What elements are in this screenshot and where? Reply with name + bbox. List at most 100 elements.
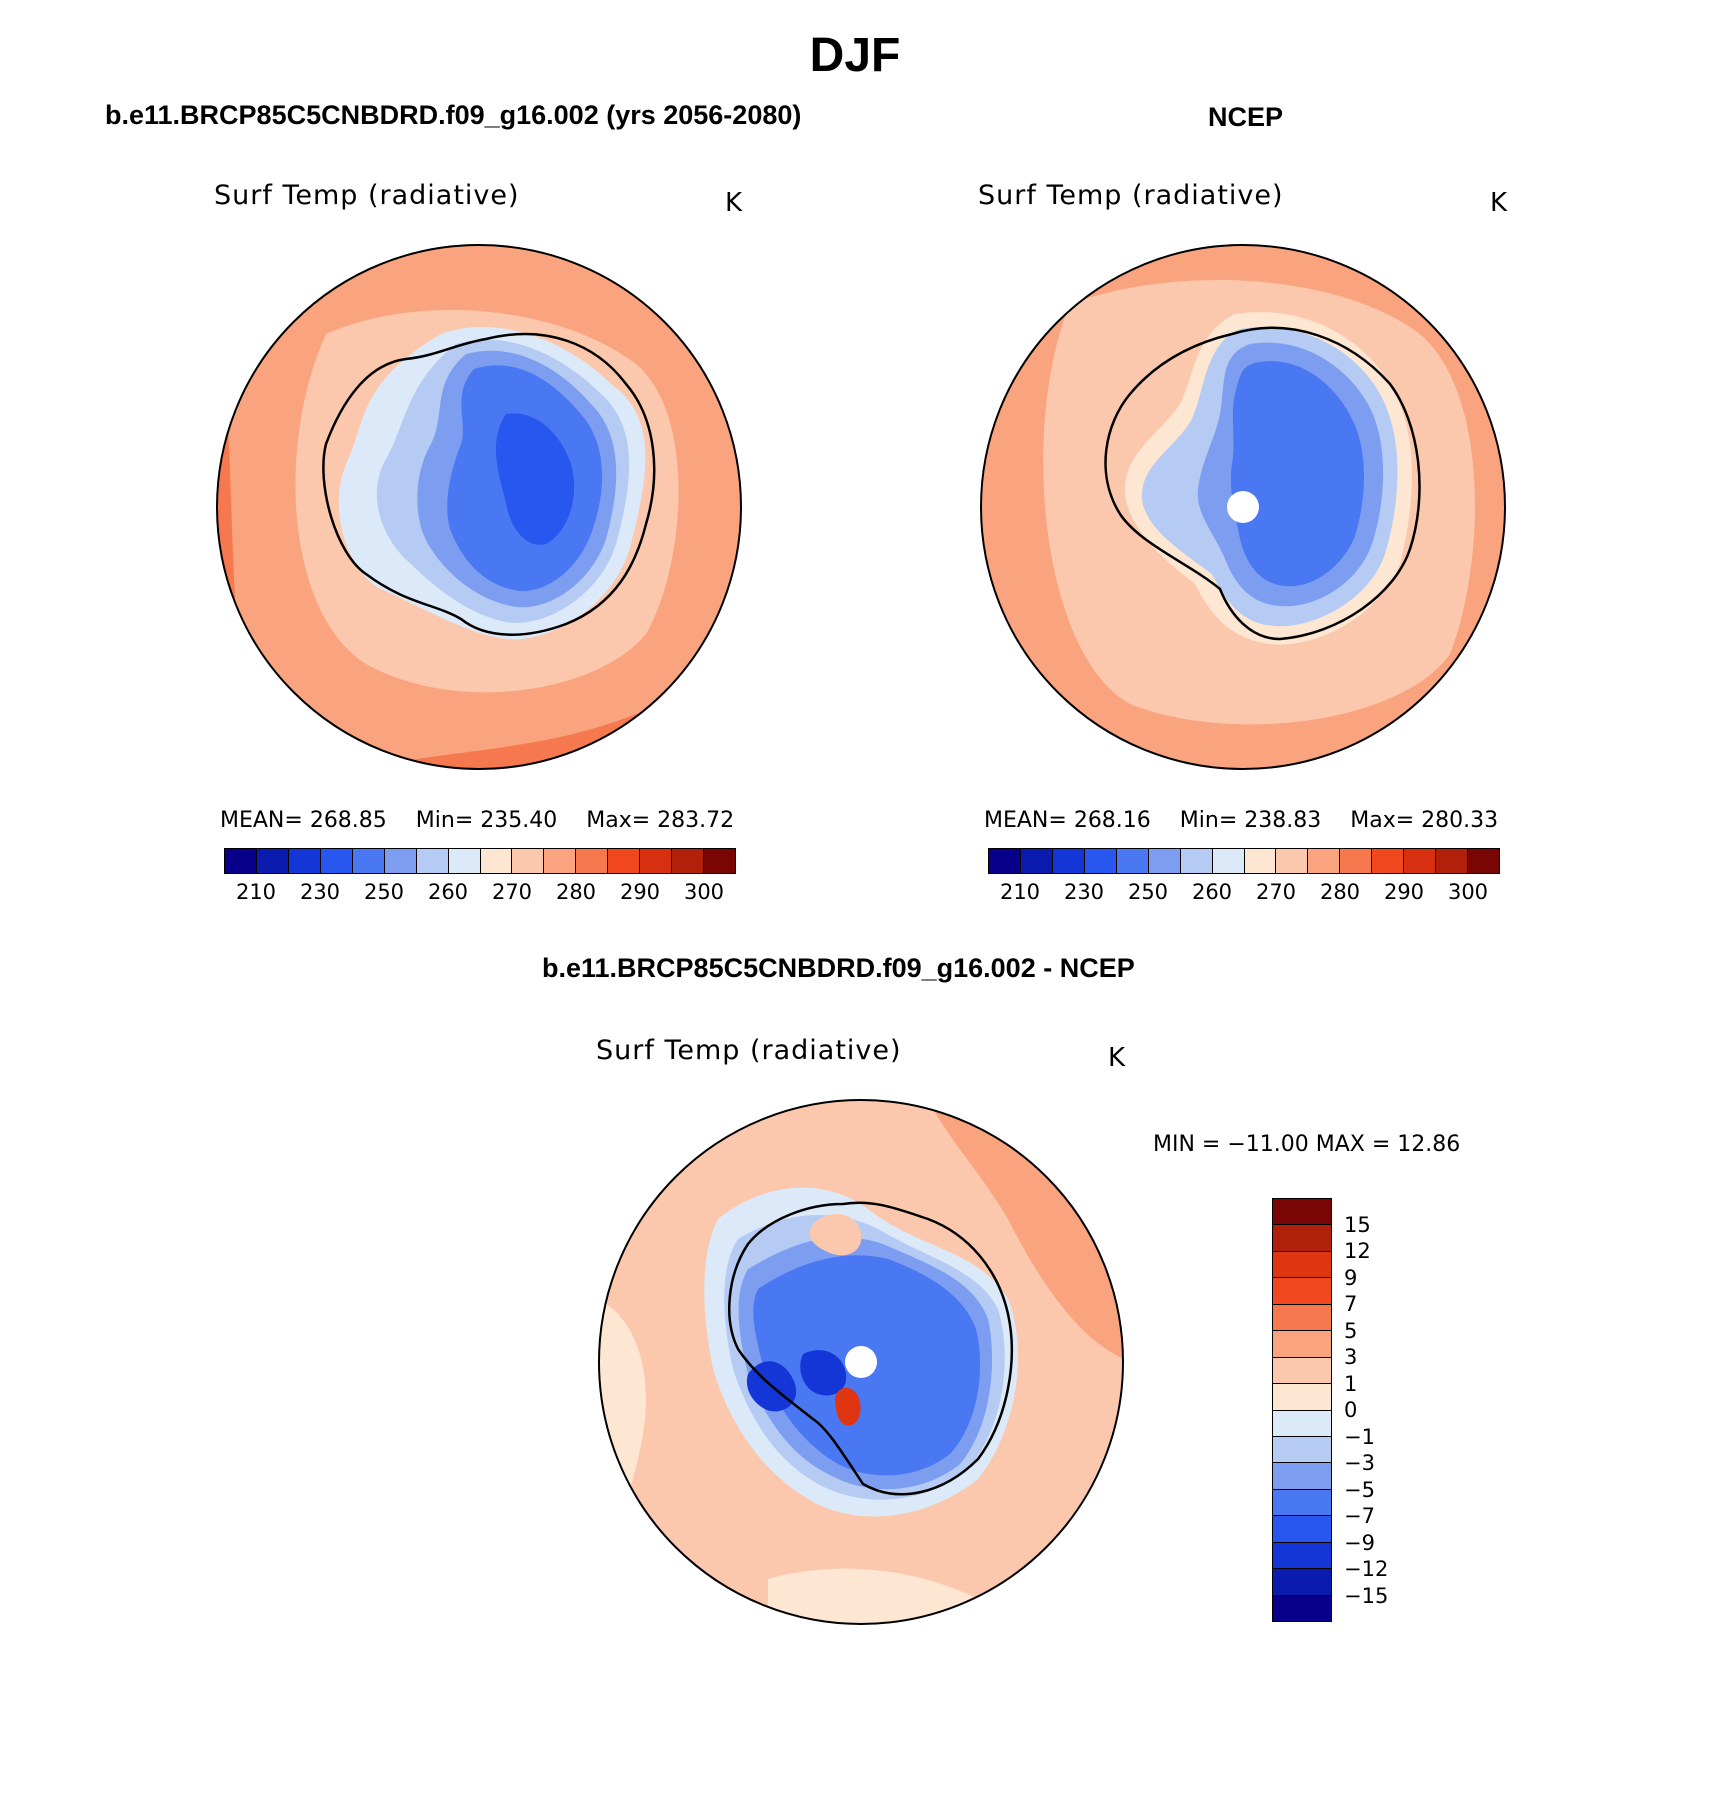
panel-b-coastline bbox=[1104, 326, 1421, 641]
panel-a-colorbar bbox=[224, 848, 736, 874]
panel-b-colorbar-bin-12 bbox=[1372, 849, 1405, 873]
panel-a-colorbar-tick: 250 bbox=[363, 880, 405, 904]
panel-a-colorbar-bin-4 bbox=[352, 849, 385, 873]
panel-c-coastline bbox=[728, 1201, 1013, 1496]
panel-c-colorbar-bin-0 bbox=[1273, 1199, 1331, 1226]
panel-a-colorbar-bin-1 bbox=[256, 849, 289, 873]
panel-c-colorbar-bin-14 bbox=[1273, 1569, 1331, 1596]
panel-b-colorbar-bin-11 bbox=[1340, 849, 1373, 873]
panel-a-min: Min= 235.40 bbox=[415, 808, 558, 833]
panel-a-colorbar-tick: 230 bbox=[299, 880, 341, 904]
panel-a-colorbar-bin-12 bbox=[608, 849, 641, 873]
panel-b-colorbar-tick: 210 bbox=[999, 880, 1041, 904]
panel-b-colorbar bbox=[988, 848, 1500, 874]
panel-b-max: Max= 280.33 bbox=[1350, 808, 1499, 833]
panel-b-variable-label: Surf Temp (radiative) bbox=[978, 180, 1284, 211]
panel-a-colorbar-bin-10 bbox=[544, 849, 577, 873]
panel-c-colorbar-bin-9 bbox=[1273, 1436, 1331, 1464]
panel-a-colorbar-tick: 300 bbox=[683, 880, 725, 904]
panel-c-colorbar-bin-12 bbox=[1273, 1516, 1331, 1543]
panel-b-units: K bbox=[1490, 188, 1508, 218]
panel-c-colorbar-bin-6 bbox=[1273, 1357, 1331, 1385]
panel-a-colorbar-tick: 280 bbox=[555, 880, 597, 904]
panel-a-colorbar-tick: 290 bbox=[619, 880, 661, 904]
panel-b-colorbar-bin-14 bbox=[1436, 849, 1469, 873]
panel-c-colorbar-tick: 1 bbox=[1344, 1371, 1358, 1396]
panel-a-polar-map bbox=[216, 244, 742, 770]
panel-b-colorbar-tick: 250 bbox=[1127, 880, 1169, 904]
panel-b-stats: MEAN= 268.16 Min= 238.83 Max= 280.33 bbox=[984, 808, 1520, 833]
panel-a-max: Max= 283.72 bbox=[586, 808, 735, 833]
panel-c-colorbar-tick: 0 bbox=[1344, 1398, 1358, 1422]
panel-a-units: K bbox=[725, 188, 743, 218]
panel-c-colorbar-bin-10 bbox=[1273, 1463, 1331, 1490]
panel-a-colorbar-bin-2 bbox=[288, 849, 321, 873]
panel-b-colorbar-tick: 300 bbox=[1447, 880, 1489, 904]
panel-c-colorbar-tick: 9 bbox=[1344, 1265, 1358, 1290]
panel-a-colorbar-tick: 260 bbox=[427, 880, 469, 904]
panel-a-colorbar-bin-3 bbox=[320, 849, 353, 873]
panel-c-units: K bbox=[1108, 1043, 1126, 1073]
panel-c-colorbar-tick: −15 bbox=[1344, 1583, 1389, 1608]
panel-a-colorbar-ticks: 210 230 250 260 270 280 290 300 bbox=[224, 880, 736, 910]
panel-c-colorbar-tick: 15 bbox=[1344, 1212, 1371, 1237]
panel-b-colorbar-bin-7 bbox=[1212, 849, 1245, 873]
panel-c-polar-map bbox=[598, 1099, 1124, 1625]
panel-b-colorbar-bin-3 bbox=[1084, 849, 1117, 873]
panel-a-stats: MEAN= 268.85 Min= 235.40 Max= 283.72 bbox=[220, 808, 756, 833]
panel-b-colorbar-bin-4 bbox=[1116, 849, 1149, 873]
panel-c-colorbar-tick: −9 bbox=[1344, 1530, 1375, 1555]
panel-a-colorbar-bin-8 bbox=[480, 849, 513, 873]
panel-c-colorbar-tick: 12 bbox=[1344, 1239, 1371, 1263]
panel-c-colorbar-bin-11 bbox=[1273, 1489, 1331, 1517]
panel-c-colorbar-ticks: 15 12 9 7 5 3 1 0 −1 −3 −5 −7 −9 −12 −15 bbox=[1344, 1198, 1434, 1622]
panel-b-colorbar-bin-5 bbox=[1148, 849, 1181, 873]
panel-c-colorbar-bin-3 bbox=[1273, 1278, 1331, 1305]
panel-c-colorbar-bin-1 bbox=[1273, 1225, 1331, 1252]
panel-b-colorbar-tick: 260 bbox=[1191, 880, 1233, 904]
panel-a-colorbar-bin-13 bbox=[640, 849, 673, 873]
panel-b-colorbar-bin-6 bbox=[1180, 849, 1213, 873]
panel-a-colorbar-bin-6 bbox=[416, 849, 449, 873]
panel-c-colorbar-bin-7 bbox=[1273, 1384, 1331, 1411]
panel-a-colorbar-tick: 270 bbox=[491, 880, 533, 904]
panel-b-colorbar-bin-9 bbox=[1276, 849, 1309, 873]
panel-a-colorbar-bin-5 bbox=[384, 849, 417, 873]
panel-c-pole-hole bbox=[845, 1346, 877, 1378]
panel-a-colorbar-bin-7 bbox=[448, 849, 481, 873]
panel-c-colorbar-bin-2 bbox=[1273, 1251, 1331, 1279]
panel-b-field-antarctic-interior bbox=[1230, 361, 1365, 587]
panel-b-mean: MEAN= 268.16 bbox=[984, 808, 1151, 833]
panel-a-colorbar-bin-11 bbox=[576, 849, 609, 873]
panel-c-colorbar-bin-15 bbox=[1273, 1595, 1331, 1621]
panel-c-colorbar-tick: 3 bbox=[1344, 1345, 1358, 1369]
panel-c-colorbar bbox=[1272, 1198, 1332, 1622]
panel-b-colorbar-bin-2 bbox=[1052, 849, 1085, 873]
panel-b-colorbar-bin-8 bbox=[1244, 849, 1277, 873]
panel-c-colorbar-bin-4 bbox=[1273, 1304, 1331, 1332]
panel-a-case-title: b.e11.BRCP85C5CNBDRD.f09_g16.002 (yrs 20… bbox=[105, 100, 802, 130]
panel-c-colorbar-bin-5 bbox=[1273, 1331, 1331, 1358]
page-title: DJF bbox=[809, 29, 901, 82]
panel-b-colorbar-tick: 280 bbox=[1319, 880, 1361, 904]
panel-b-colorbar-tick: 290 bbox=[1383, 880, 1425, 904]
panel-a-variable-label: Surf Temp (radiative) bbox=[214, 180, 520, 211]
panel-c-colorbar-tick: −12 bbox=[1344, 1557, 1389, 1581]
panel-b-colorbar-tick: 230 bbox=[1063, 880, 1105, 904]
panel-b-pole-hole bbox=[1227, 491, 1259, 523]
panel-b-min: Min= 238.83 bbox=[1179, 808, 1322, 833]
panel-c-colorbar-tick: 7 bbox=[1344, 1292, 1358, 1316]
panel-b-colorbar-bin-10 bbox=[1308, 849, 1341, 873]
panel-b-colorbar-bin-1 bbox=[1020, 849, 1053, 873]
panel-b-colorbar-bin-15 bbox=[1468, 849, 1499, 873]
panel-b-colorbar-ticks: 210 230 250 260 270 280 290 300 bbox=[988, 880, 1500, 910]
panel-a-colorbar-bin-15 bbox=[704, 849, 735, 873]
panel-c-minmax: MIN = −11.00 MAX = 12.86 bbox=[1153, 1132, 1461, 1157]
panel-a-colorbar-bin-0 bbox=[225, 849, 257, 873]
panel-b-colorbar-bin-13 bbox=[1404, 849, 1437, 873]
panel-c-colorbar-tick: 5 bbox=[1344, 1318, 1358, 1343]
panel-c-colorbar-tick: −1 bbox=[1344, 1424, 1375, 1449]
panel-b-colorbar-bin-0 bbox=[989, 849, 1021, 873]
panel-c-variable-label: Surf Temp (radiative) bbox=[596, 1035, 902, 1066]
panel-a-colorbar-bin-14 bbox=[672, 849, 705, 873]
